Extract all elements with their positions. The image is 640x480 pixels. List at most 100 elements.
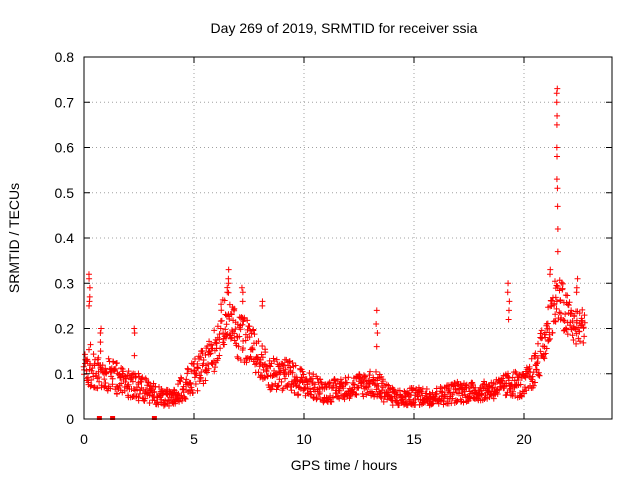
data-point — [576, 310, 583, 317]
data-point — [576, 338, 583, 345]
data-point — [98, 325, 105, 332]
data-point — [267, 386, 274, 393]
data-point — [264, 373, 271, 380]
data-point — [553, 176, 560, 183]
data-point — [113, 359, 120, 366]
data-point — [97, 339, 104, 346]
data-point — [426, 390, 433, 397]
data-point — [579, 306, 586, 313]
data-point — [379, 376, 386, 383]
x-tick-label: 15 — [406, 431, 422, 447]
data-point — [301, 385, 308, 392]
data-point — [231, 305, 238, 312]
data-point — [293, 383, 300, 390]
data-point — [553, 121, 560, 128]
data-point — [239, 289, 246, 296]
data-point — [181, 395, 188, 402]
data-point — [490, 395, 497, 402]
data-point — [581, 319, 588, 326]
data-point — [272, 370, 279, 377]
data-point — [178, 375, 185, 382]
data-point — [88, 376, 95, 383]
data-point — [216, 331, 223, 338]
data-point — [182, 395, 189, 402]
data-point — [517, 371, 524, 378]
data-point — [373, 307, 380, 314]
data-point — [307, 376, 314, 383]
data-point — [542, 350, 549, 357]
data-point — [449, 391, 456, 398]
data-point — [84, 374, 91, 381]
data-point — [138, 376, 145, 383]
data-point — [270, 355, 277, 362]
data-point — [213, 340, 220, 347]
data-point — [537, 348, 544, 355]
data-point — [86, 346, 93, 353]
data-point — [117, 374, 124, 381]
data-point — [97, 330, 104, 337]
data-point — [396, 387, 403, 394]
data-point — [553, 99, 560, 106]
data-point — [546, 335, 553, 342]
data-point — [560, 317, 567, 324]
y-tick-label: 0.4 — [55, 230, 75, 246]
data-point — [429, 389, 436, 396]
data-point — [564, 331, 571, 338]
data-point — [255, 369, 262, 376]
data-point — [299, 368, 306, 375]
data-point — [303, 377, 310, 384]
data-point — [554, 85, 561, 92]
data-point — [552, 294, 559, 301]
data-point — [244, 326, 251, 333]
data-point — [554, 203, 561, 210]
data-point — [553, 90, 560, 97]
data-point — [91, 384, 98, 391]
data-point — [86, 284, 93, 291]
data-point — [236, 333, 243, 340]
data-point — [87, 383, 94, 390]
data-point — [289, 360, 296, 367]
data-point — [326, 380, 333, 387]
data-point — [492, 381, 499, 388]
data-point — [538, 335, 545, 342]
data-point — [216, 336, 223, 343]
data-point — [554, 283, 561, 290]
data-point — [343, 379, 350, 386]
data-point — [251, 331, 258, 338]
data-point — [273, 386, 280, 393]
data-point — [227, 335, 234, 342]
data-point — [207, 350, 214, 357]
data-point — [461, 388, 468, 395]
data-point — [194, 360, 201, 367]
data-point — [231, 330, 238, 337]
data-point — [451, 379, 458, 386]
data-point — [433, 385, 440, 392]
data-point — [489, 385, 496, 392]
data-point — [457, 381, 464, 388]
data-point — [295, 391, 302, 398]
data-point — [274, 383, 281, 390]
data-point — [573, 340, 580, 347]
data-point — [232, 326, 239, 333]
data-point — [366, 372, 373, 379]
data-point — [97, 348, 104, 355]
data-point — [218, 307, 225, 314]
data-point — [546, 271, 553, 278]
data-point — [258, 351, 265, 358]
y-tick-label: 0.7 — [55, 94, 75, 110]
data-point — [388, 394, 395, 401]
data-point — [282, 375, 289, 382]
data-point — [99, 362, 106, 369]
data-point — [418, 388, 425, 395]
data-point — [571, 313, 578, 320]
data-point — [157, 393, 164, 400]
data-point — [498, 377, 505, 384]
zero-marker — [151, 416, 157, 420]
data-point — [528, 355, 535, 362]
data-point — [472, 384, 479, 391]
y-tick-label: 0.5 — [55, 185, 75, 201]
data-point — [204, 343, 211, 350]
data-point — [230, 306, 237, 313]
data-point — [109, 381, 116, 388]
data-point — [554, 153, 561, 160]
